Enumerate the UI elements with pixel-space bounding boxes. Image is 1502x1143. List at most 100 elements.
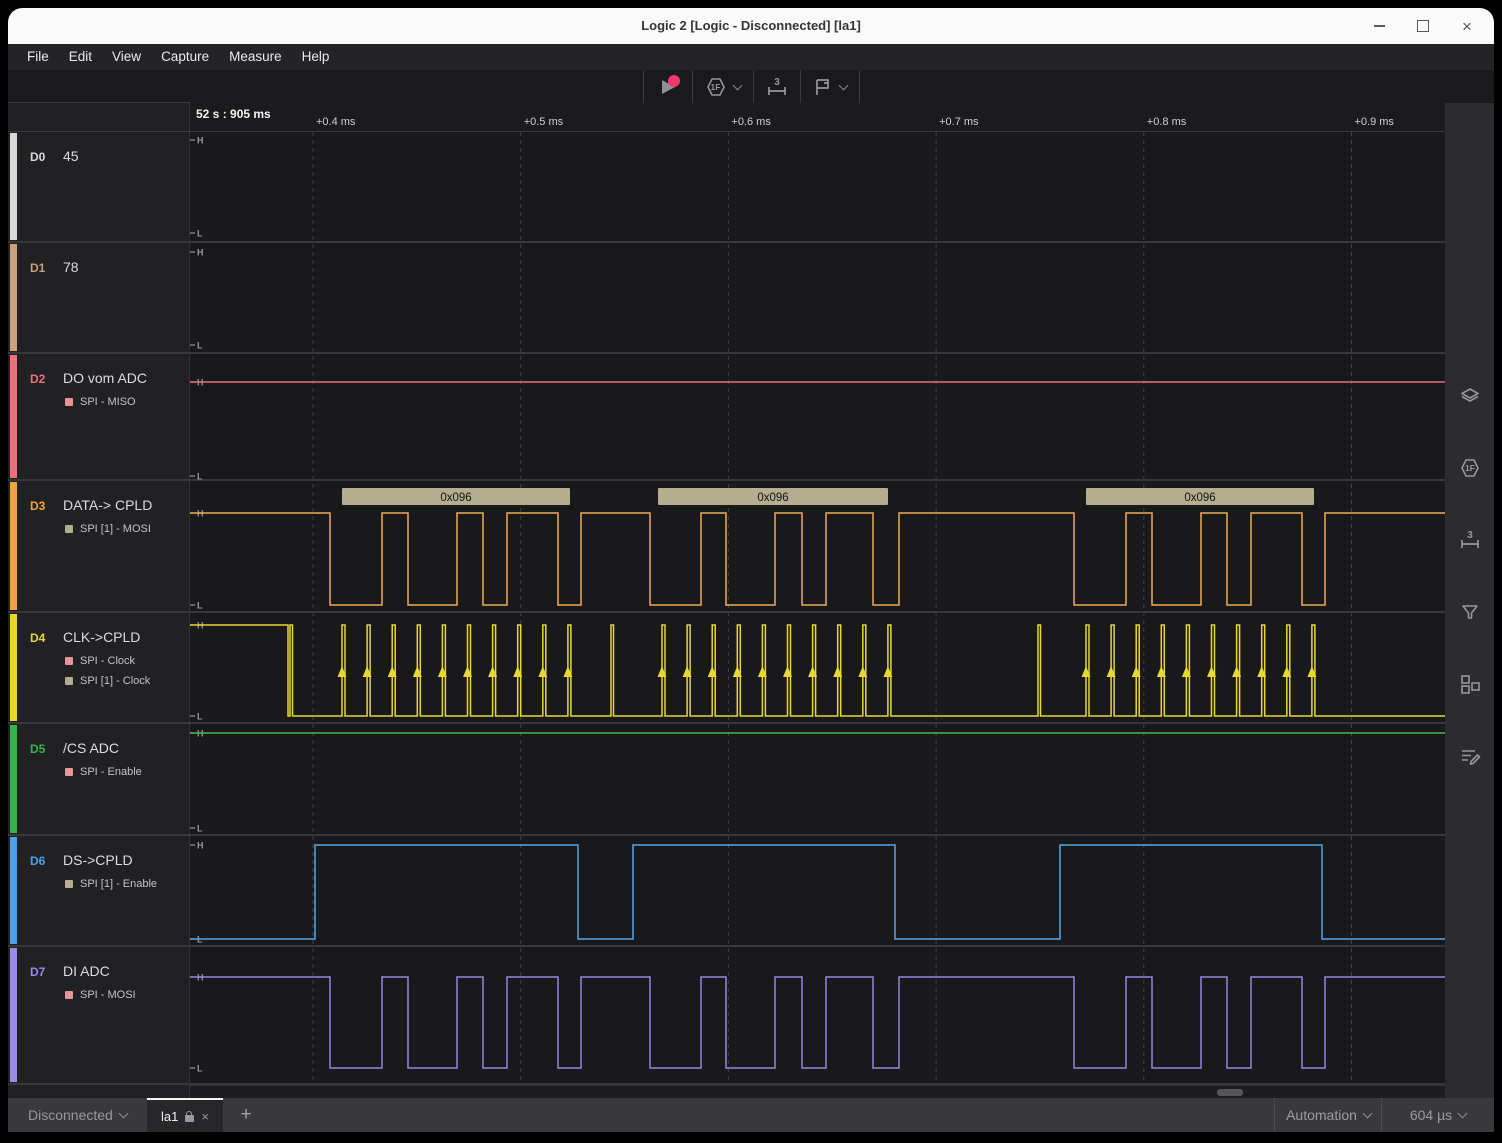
channel-id: D1: [30, 261, 45, 275]
measure-ruler-icon[interactable]: 3: [1458, 528, 1482, 552]
extensions-blocks-icon[interactable]: [1458, 672, 1482, 696]
capture-layers-icon[interactable]: [1458, 384, 1482, 408]
svg-text:0x096: 0x096: [1184, 492, 1215, 504]
analyzers-button[interactable]: 1F: [693, 70, 754, 103]
channel-id: D7: [30, 965, 45, 979]
channel-row-d2[interactable]: D2 DO vom ADC SPI - MISO: [8, 354, 190, 481]
waveform-d4: [190, 625, 1445, 716]
device-status-dropdown[interactable]: Disconnected: [8, 1098, 148, 1132]
analyzer-label[interactable]: SPI - MISO: [65, 396, 136, 408]
timing-markers-button[interactable]: [801, 70, 859, 103]
analyzer-name: SPI [1] - Enable: [80, 878, 157, 890]
timeline-position-label: 52 s : 905 ms: [196, 107, 271, 121]
annotations-flag-icon[interactable]: [1458, 600, 1482, 624]
waveform-canvas[interactable]: HLHLHLHL0x0960x0960x096HLHLHLHL: [190, 132, 1445, 1085]
measurements-button[interactable]: 3: [754, 70, 801, 103]
analyzer-label[interactable]: SPI [1] - Enable: [65, 878, 157, 890]
channel-color-stripe: [10, 355, 17, 478]
analyzer-name: SPI - Enable: [80, 766, 142, 778]
menu-help[interactable]: Help: [292, 44, 340, 70]
menu-bar: File Edit View Capture Measure Help: [8, 44, 1494, 70]
channel-color-stripe: [10, 948, 17, 1082]
add-tab-button[interactable]: +: [230, 1098, 262, 1132]
channel-color-stripe: [10, 133, 17, 240]
analyzer-bullet-icon: [65, 398, 73, 406]
channel-id: D2: [30, 372, 45, 386]
scrollbar-thumb[interactable]: [1217, 1089, 1243, 1096]
channel-name[interactable]: 78: [63, 259, 79, 275]
analyzer-name: SPI [1] - MOSI: [80, 523, 151, 535]
chevron-down-icon: [1458, 1109, 1468, 1119]
menu-view[interactable]: View: [102, 44, 151, 70]
close-tab-icon[interactable]: ×: [201, 1110, 209, 1123]
analyzers-hexagon-icon: 1F: [705, 76, 727, 98]
channel-color-stripe: [10, 244, 17, 351]
analyzer-name: SPI - MOSI: [80, 989, 136, 1001]
channel-name[interactable]: /CS ADC: [63, 740, 119, 756]
minimize-icon[interactable]: [1368, 15, 1390, 37]
maximize-icon[interactable]: [1412, 15, 1434, 37]
level-label-h: H: [197, 841, 204, 851]
menu-measure[interactable]: Measure: [219, 44, 292, 70]
analyzer-bullet-icon: [65, 880, 73, 888]
channel-row-d7[interactable]: D7 DI ADC SPI - MOSI: [8, 947, 190, 1085]
level-label-l: L: [197, 229, 203, 239]
channel-id: D4: [30, 631, 45, 645]
timeline-header[interactable]: 52 s : 905 ms +0.4 ms+0.5 ms+0.6 ms+0.7 …: [190, 103, 1445, 132]
channel-color-stripe: [10, 614, 17, 721]
capture-tab-la1[interactable]: la1 ×: [147, 1098, 223, 1132]
horizontal-scrollbar[interactable]: [190, 1085, 1445, 1098]
title-bar: Logic 2 [Logic - Disconnected] [la1] ×: [8, 8, 1494, 44]
channel-row-d5[interactable]: D5/CS ADCSPI - Enable: [8, 724, 190, 836]
channel-name[interactable]: DS->CPLD: [63, 852, 133, 868]
analyzer-label[interactable]: SPI - MOSI: [65, 989, 136, 1001]
chevron-down-icon: [1362, 1109, 1372, 1119]
analyzer-name: SPI - MISO: [80, 396, 136, 408]
channel-label-column: D0 45 D1 78 D2 DO vom ADC SPI - MISO D3 DATA-> C…: [8, 103, 190, 1098]
menu-capture[interactable]: Capture: [151, 44, 219, 70]
channel-name[interactable]: DATA-> CPLD: [63, 497, 152, 513]
channel-id: D0: [30, 150, 45, 164]
analyzer-bullet-icon: [65, 768, 73, 776]
window-controls: ×: [1368, 8, 1478, 44]
channel-row-d3[interactable]: D3 DATA-> CPLD SPI [1] - MOSI: [8, 481, 190, 613]
close-icon[interactable]: ×: [1456, 15, 1478, 37]
level-label-l: L: [197, 341, 203, 351]
channel-row-d0[interactable]: D0 45: [8, 132, 190, 243]
analyzer-bullet-icon: [65, 991, 73, 999]
automation-dropdown[interactable]: Automation: [1274, 1098, 1382, 1132]
annotation-0x096[interactable]: 0x096: [658, 488, 888, 505]
annotation-0x096[interactable]: 0x096: [1086, 488, 1314, 505]
device-status-label: Disconnected: [28, 1107, 113, 1123]
analyzer-label[interactable]: SPI - Clock: [65, 655, 135, 667]
channel-row-d6[interactable]: D6DS->CPLDSPI [1] - Enable: [8, 836, 190, 947]
channel-name[interactable]: DI ADC: [63, 963, 110, 979]
analyzer-bullet-icon: [65, 677, 73, 685]
right-sidebar: 1F 3: [1445, 103, 1494, 1098]
channel-color-stripe: [10, 837, 17, 944]
level-label-l: L: [197, 472, 203, 482]
notes-icon[interactable]: [1458, 744, 1482, 768]
app-window: Logic 2 [Logic - Disconnected] [la1] × F…: [8, 8, 1494, 1132]
analyzer-label[interactable]: SPI [1] - Clock: [65, 675, 150, 687]
channel-name[interactable]: DO vom ADC: [63, 370, 147, 386]
channel-row-d4[interactable]: D4 CLK->CPLD SPI - Clock SPI [1] - Clock: [8, 613, 190, 724]
channel-name[interactable]: CLK->CPLD: [63, 629, 140, 645]
channel-id: D3: [30, 499, 45, 513]
menu-file[interactable]: File: [17, 44, 59, 70]
channel-row-d1[interactable]: D1 78: [8, 243, 190, 354]
start-capture-button[interactable]: [644, 70, 693, 103]
annotation-0x096[interactable]: 0x096: [342, 488, 570, 505]
channel-name[interactable]: 45: [63, 148, 79, 164]
timeline-tick-label: +0.4 ms: [316, 116, 355, 128]
menu-edit[interactable]: Edit: [59, 44, 102, 70]
analyzer-bullet-icon: [65, 525, 73, 533]
analyzers-hexagon-icon[interactable]: 1F: [1458, 456, 1482, 480]
analyzer-label[interactable]: SPI [1] - MOSI: [65, 523, 151, 535]
capture-range-dropdown[interactable]: 604 µs: [1381, 1098, 1494, 1132]
waveform-d3: [190, 513, 1445, 605]
status-bar: Disconnected la1 × + Automation 604 µs: [8, 1098, 1494, 1132]
channel-color-stripe: [10, 725, 17, 833]
level-label-l: L: [197, 824, 203, 834]
analyzer-label[interactable]: SPI - Enable: [65, 766, 142, 778]
